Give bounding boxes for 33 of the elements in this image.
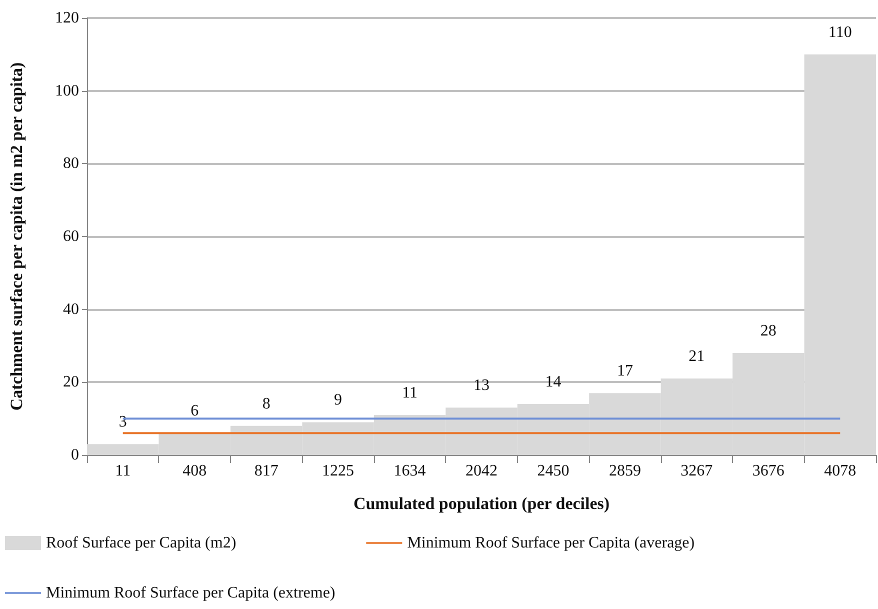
data-label: 14 [545, 374, 562, 391]
x-tick-label: 2042 [466, 462, 498, 480]
y-tick-label: 40 [63, 300, 79, 318]
legend-label: Minimum Roof Surface per Capita (average) [407, 534, 695, 552]
y-tick-label: 0 [71, 446, 79, 464]
y-tick-label: 100 [55, 82, 79, 100]
x-tick-label: 2450 [537, 462, 570, 480]
y-tick-label: 80 [63, 155, 79, 172]
data-label: 13 [474, 377, 490, 394]
data-label: 110 [828, 24, 852, 41]
x-tick-label: 3676 [752, 462, 784, 480]
data-label: 11 [402, 384, 418, 402]
data-label: 28 [760, 322, 776, 340]
x-tick-label: 817 [254, 462, 278, 480]
x-tick-label: 2859 [608, 462, 641, 480]
y-tick-label: 20 [63, 374, 79, 391]
x-tick-label: 3267 [680, 462, 713, 480]
data-label: 9 [334, 392, 342, 409]
y-tick-label: 60 [63, 228, 79, 245]
data-label: 21 [688, 348, 705, 366]
x-tick-label: 408 [182, 462, 207, 480]
x-tick-label: 1225 [322, 462, 354, 480]
x-tick-label: 1634 [394, 462, 426, 480]
legend-label: Minimum Roof Surface per Capita (extreme) [46, 584, 336, 602]
x-tick-label: 4078 [824, 462, 856, 480]
data-label: 17 [616, 362, 633, 380]
x-axis-title: Cumulated population (per deciles) [353, 494, 610, 513]
data-label: 6 [190, 402, 199, 420]
data-label: 8 [262, 395, 270, 412]
y-axis-title: Catchment surface per capita (in m2 per capita) [7, 62, 26, 411]
y-tick-label: 120 [55, 10, 79, 26]
x-tick-label: 11 [115, 462, 131, 480]
legend-label: Roof Surface per Capita (m2) [46, 534, 236, 552]
